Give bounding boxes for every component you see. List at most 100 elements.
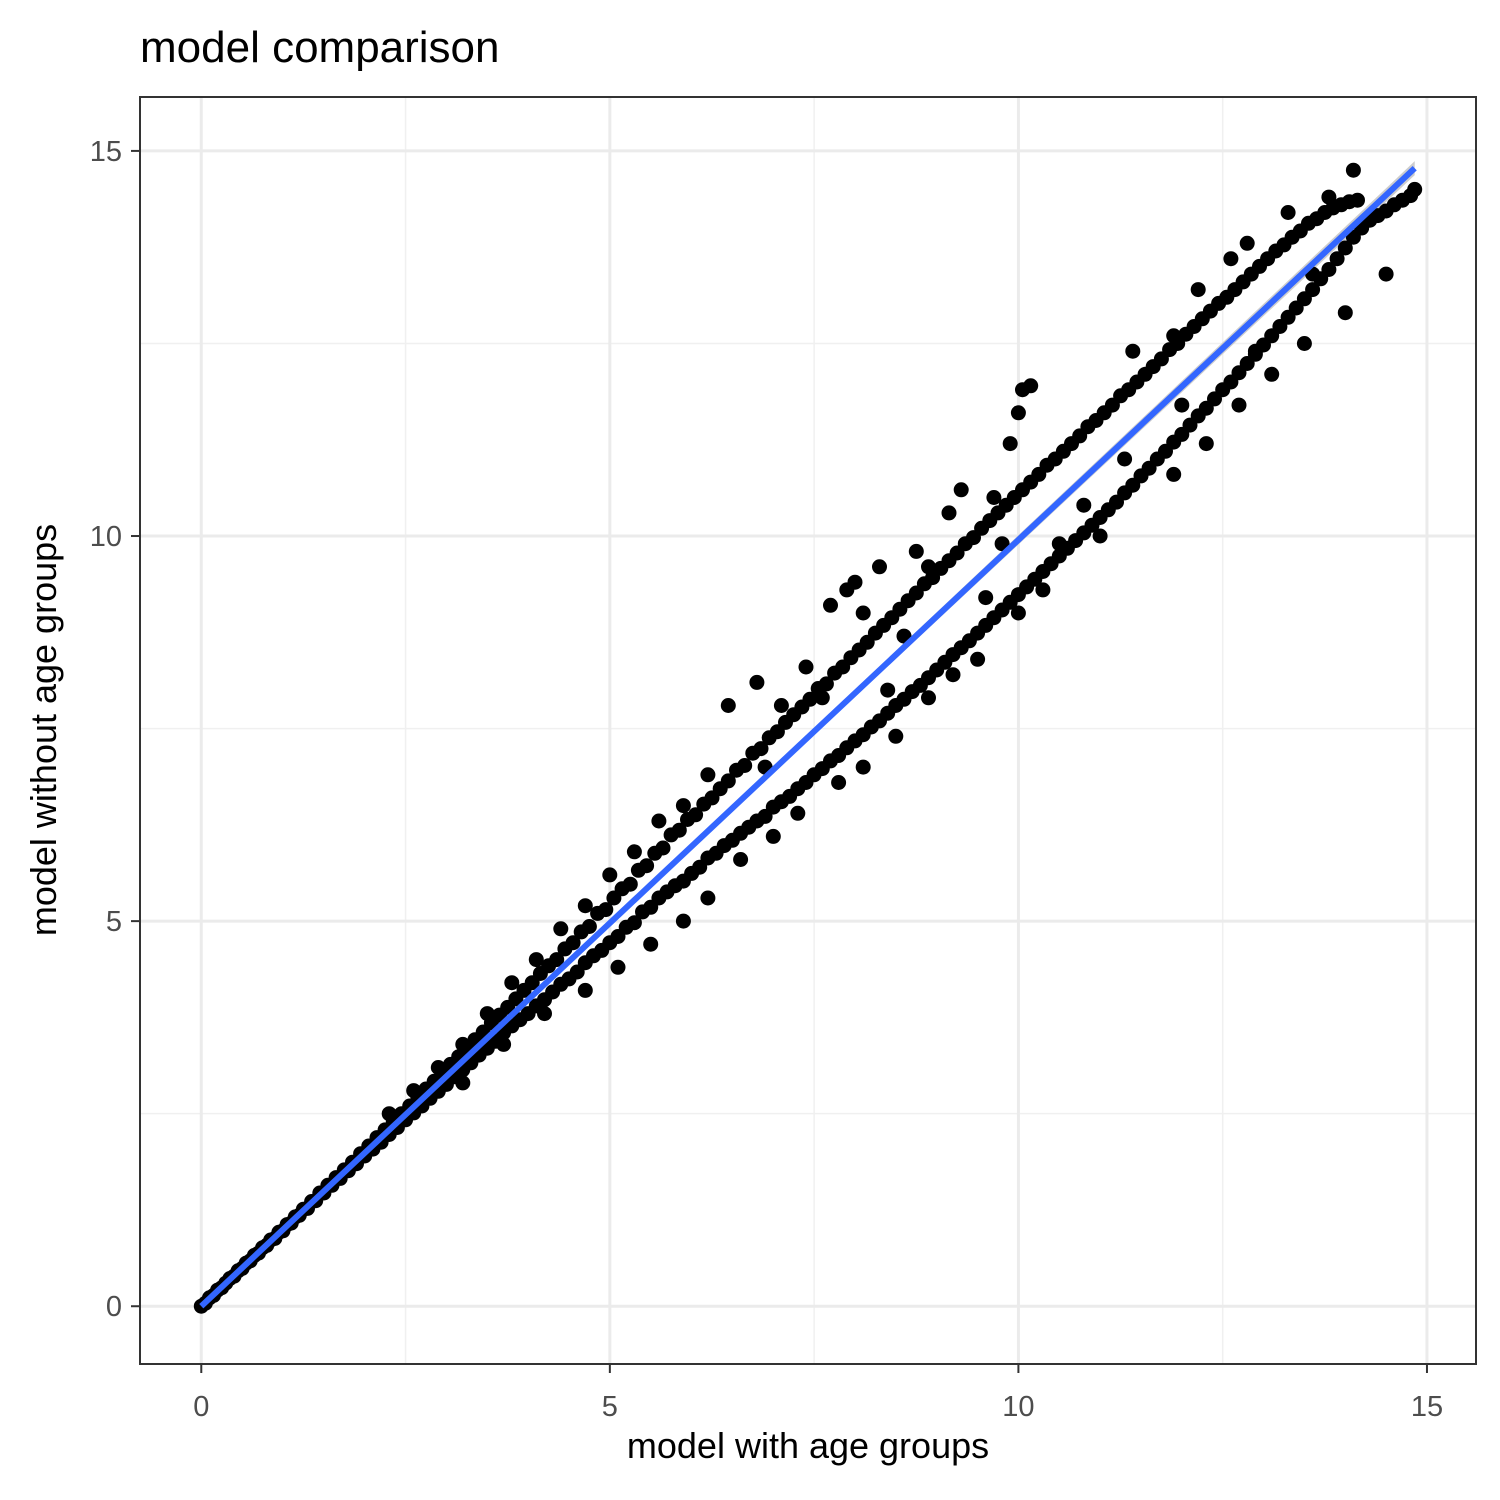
scatter-point (1092, 528, 1108, 544)
scatter-point (577, 982, 593, 998)
scatter-point (994, 536, 1010, 552)
scatter-point (1337, 305, 1353, 321)
scatter-point (406, 1083, 422, 1099)
scatter-point (798, 659, 814, 675)
panel-border (139, 96, 1477, 1365)
scatter-point (671, 822, 687, 838)
x-tick-label: 5 (602, 1391, 618, 1423)
scatter-point (549, 952, 565, 968)
scatter-point (855, 605, 871, 621)
scatter-point (565, 935, 581, 951)
scatter-point (1166, 328, 1182, 344)
scatter-point (626, 844, 642, 860)
scatter-point (1010, 605, 1026, 621)
scatter-point (1247, 343, 1263, 359)
y-tick-label: 5 (106, 906, 122, 938)
scatter-point (553, 921, 569, 937)
scatter-point (880, 682, 896, 698)
scatter-point (602, 867, 618, 883)
scatter-point (622, 876, 638, 892)
scatter-point (610, 959, 626, 975)
y-tick-label: 0 (106, 1291, 122, 1323)
scatter-point (802, 691, 818, 707)
scatter-point (986, 490, 1002, 505)
scatter-point (1023, 378, 1039, 394)
scatter-point (537, 1006, 552, 1022)
scatter-point (733, 852, 749, 867)
scatter-point (1378, 266, 1394, 282)
scatter-point (626, 915, 642, 931)
scatter-point (455, 1036, 471, 1052)
scatter-point (1407, 181, 1423, 197)
scatter-point (753, 741, 769, 757)
scatter-point (765, 828, 781, 844)
scatter-point (675, 798, 691, 814)
scatter-point (1117, 451, 1133, 467)
scatter-point (1329, 251, 1345, 267)
scatter-point (479, 1006, 495, 1022)
scatter-point (1198, 436, 1214, 452)
scatter-point (581, 919, 597, 934)
fit-line (199, 165, 1417, 1309)
scatter-point (700, 767, 716, 783)
scatter-point (455, 1075, 471, 1091)
scatter-point (831, 775, 847, 790)
scatter-point (908, 543, 924, 559)
scatter-point (790, 805, 806, 821)
axes: 0 5 10 15 0 5 10 15 (90, 136, 1443, 1423)
scatter-point (1002, 436, 1018, 452)
scatter-point (941, 505, 957, 521)
chart-title: model comparison (140, 23, 500, 72)
scatter-point (1010, 405, 1026, 421)
scatter-point (496, 1036, 512, 1052)
scatter-point (1239, 235, 1255, 251)
scatter-point (1296, 336, 1312, 351)
y-tick-label: 10 (90, 521, 122, 553)
scatter-point (1076, 497, 1092, 513)
scatter-point (1280, 205, 1296, 220)
scatter-point (688, 807, 704, 823)
scatter-point (643, 936, 659, 952)
scatter-point (970, 651, 986, 667)
scatter-point (773, 698, 789, 713)
scatter-point (1337, 240, 1353, 256)
scatter-point (1190, 282, 1206, 298)
scatter-point (1166, 466, 1182, 482)
scatter-point (675, 913, 691, 929)
x-tick-label: 0 (193, 1391, 209, 1423)
scatter-point (720, 698, 736, 713)
scatter-point (1035, 582, 1051, 598)
scatter-point (1051, 536, 1067, 552)
scatter-point (823, 597, 838, 613)
scatter-point (651, 813, 667, 829)
y-axis-label: model without age groups (23, 524, 64, 936)
scatter-point (504, 975, 520, 991)
scatter-point (381, 1106, 397, 1122)
fit-line-layer (199, 165, 1417, 1309)
x-tick-label: 10 (1002, 1391, 1034, 1423)
scatter-point (921, 690, 936, 706)
scatter-point (872, 559, 887, 575)
scatter-point (1125, 343, 1141, 359)
scatter-point (1305, 282, 1321, 298)
scatter-point (1345, 162, 1361, 178)
scatter-point (749, 674, 765, 690)
scatter-point (1264, 366, 1280, 382)
scatter-point (720, 773, 736, 789)
scatter-point (1174, 397, 1190, 413)
scatter-point (1321, 189, 1337, 205)
scatter-point (888, 728, 904, 744)
y-tick-label: 15 (90, 136, 122, 168)
scatter-point (1223, 251, 1239, 267)
scatter-point (953, 482, 969, 498)
scatter-point (577, 898, 593, 914)
scatter-point (1231, 397, 1247, 413)
scatter-point (655, 840, 671, 856)
scatter-point (700, 890, 716, 906)
scatter-point (528, 952, 544, 968)
scatter-point (430, 1060, 446, 1075)
scatter-point (978, 590, 994, 606)
x-tick-label: 15 (1411, 1391, 1443, 1423)
scatter-point (598, 902, 614, 918)
scatter-point (639, 858, 655, 874)
